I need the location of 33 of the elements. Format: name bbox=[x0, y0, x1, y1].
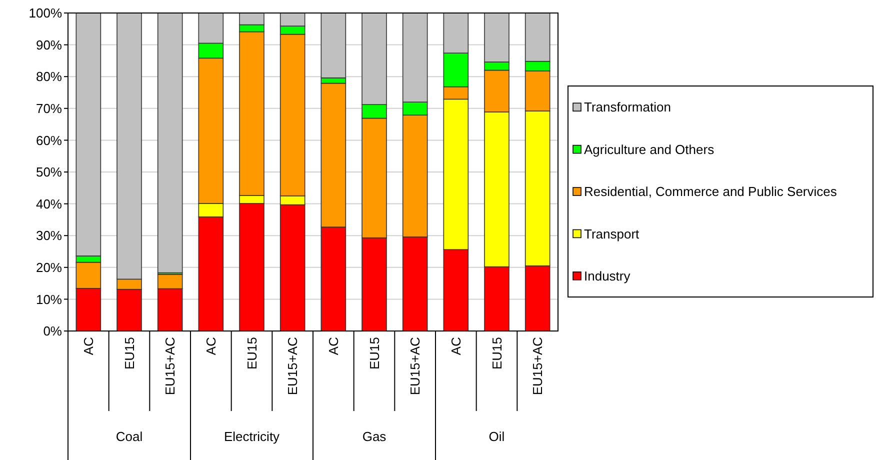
legend-label: Agriculture and Others bbox=[584, 142, 715, 157]
y-tick-label: 20% bbox=[36, 260, 62, 275]
y-tick-label: 100% bbox=[28, 6, 62, 21]
legend-label: Transformation bbox=[584, 100, 671, 115]
x-tick-label: EU15 bbox=[122, 337, 137, 370]
text: Gas bbox=[362, 429, 387, 444]
legend-label: Industry bbox=[584, 268, 631, 284]
legend-label: Residential, Commerce and Public Services bbox=[584, 184, 838, 200]
text: Coal bbox=[116, 429, 143, 444]
text: Oil bbox=[488, 429, 505, 444]
x-tick-label: AC bbox=[203, 337, 218, 356]
y-tick-label: 50% bbox=[36, 164, 62, 180]
x-tick-label: AC bbox=[80, 337, 96, 356]
text: Electricity bbox=[224, 429, 280, 444]
y-tick-label: 10% bbox=[36, 292, 62, 307]
bar bbox=[157, 12, 183, 274]
legend-label: Transport bbox=[584, 226, 640, 242]
x-tick-label: EU15+AC bbox=[285, 337, 300, 396]
y-tick-label: 60% bbox=[36, 132, 62, 148]
y-tick-label: 0% bbox=[43, 324, 62, 339]
x-tick-label: EU15+AC bbox=[408, 337, 423, 396]
y-tick-label: 40% bbox=[36, 196, 62, 212]
x-tick-label: AC bbox=[326, 337, 341, 356]
y-tick-label: 80% bbox=[36, 69, 62, 84]
y-tick-label: 90% bbox=[36, 37, 62, 52]
x-tick-label: EU15 bbox=[244, 337, 260, 370]
x-tick-label: EU15+AC bbox=[530, 337, 546, 396]
x-tick-label: EU15+AC bbox=[162, 337, 178, 396]
x-tick-label: EU15 bbox=[489, 337, 504, 370]
y-tick-label: 70% bbox=[36, 100, 62, 116]
y-tick-label: 30% bbox=[36, 228, 62, 244]
x-tick-label: EU15 bbox=[366, 337, 382, 370]
x-tick-label: AC bbox=[448, 337, 464, 356]
